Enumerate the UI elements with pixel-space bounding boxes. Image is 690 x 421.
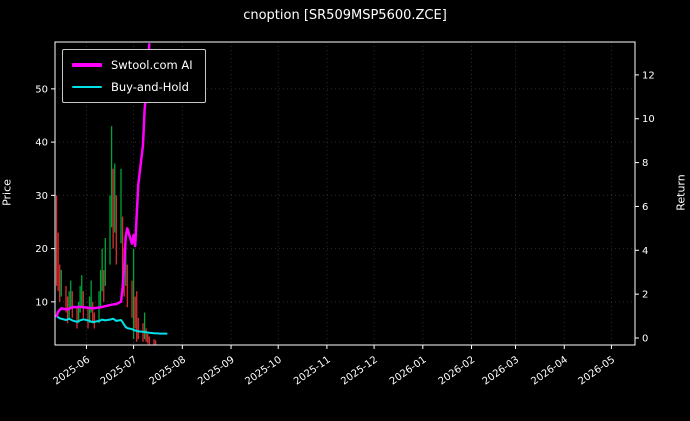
svg-text:2025-07: 2025-07 — [99, 354, 140, 387]
svg-text:2025-06: 2025-06 — [52, 354, 93, 387]
svg-text:4: 4 — [642, 246, 648, 257]
svg-text:2025-08: 2025-08 — [147, 354, 188, 387]
legend-line-swatch-magenta — [72, 63, 102, 67]
svg-text:10: 10 — [35, 297, 48, 308]
svg-text:2025-09: 2025-09 — [196, 354, 237, 387]
svg-text:20: 20 — [35, 244, 48, 255]
y-axis-label-right: Return — [674, 174, 688, 211]
y-axis-label-left: Price — [0, 179, 14, 206]
legend-line-swatch-cyan — [72, 85, 102, 89]
svg-text:2: 2 — [642, 290, 648, 301]
svg-text:8: 8 — [642, 158, 648, 169]
svg-text:2026-05: 2026-05 — [577, 354, 618, 387]
legend-item-swtool-ai: Swtool.com AI — [72, 58, 193, 72]
svg-text:30: 30 — [35, 191, 48, 202]
svg-text:2026-03: 2026-03 — [481, 354, 522, 387]
chart-title: cnoption [SR509MSP5600.ZCE] — [243, 8, 447, 23]
svg-text:2025-12: 2025-12 — [339, 354, 380, 387]
svg-text:50: 50 — [35, 84, 48, 95]
svg-text:40: 40 — [35, 138, 48, 149]
legend-item-buy-and-hold: Buy-and-Hold — [72, 80, 193, 94]
svg-text:2025-10: 2025-10 — [243, 354, 284, 387]
legend-label: Buy-and-Hold — [111, 80, 189, 94]
svg-text:10: 10 — [642, 114, 655, 125]
svg-text:2026-02: 2026-02 — [437, 354, 478, 387]
legend-label: Swtool.com AI — [111, 58, 193, 72]
svg-text:2026-01: 2026-01 — [388, 354, 429, 387]
svg-text:6: 6 — [642, 202, 648, 213]
svg-text:0: 0 — [642, 333, 648, 344]
svg-text:2026-04: 2026-04 — [529, 354, 570, 387]
svg-text:2025-11: 2025-11 — [292, 354, 333, 387]
svg-text:12: 12 — [642, 70, 655, 81]
legend: Swtool.com AI Buy-and-Hold — [62, 49, 206, 103]
